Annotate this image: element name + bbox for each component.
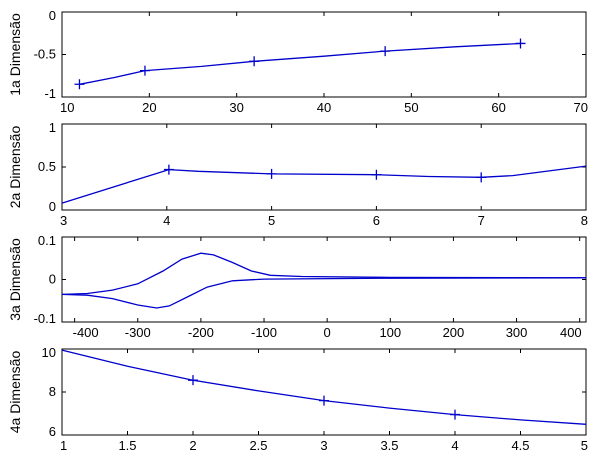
x-tick-label: 3: [60, 213, 67, 228]
series-line-1: [61, 252, 587, 296]
x-tick-label: 3: [320, 438, 327, 453]
x-tick-label: -200: [188, 325, 214, 340]
y-tick-label: -0.5: [34, 47, 56, 62]
data-point-marker: [74, 79, 85, 90]
y-tick-label: 0.1: [38, 233, 56, 248]
x-tick-label: 1: [60, 438, 67, 453]
axes-frame: [61, 123, 587, 211]
panel-1: 10 20 30 40 50 60 70 -1 -0.5 0 1a Dimensão: [7, 8, 588, 115]
x-tick-label: 70: [574, 100, 588, 115]
x-tick-label: 10: [60, 100, 74, 115]
x-tick-label: 300: [506, 325, 528, 340]
y-axis-label: 2a Dimensão: [7, 126, 23, 209]
y-tick-label: 0.5: [38, 159, 56, 174]
axes-frame: [61, 11, 587, 98]
y-tick-label: 6: [49, 424, 56, 439]
y-tick-label: -1: [44, 86, 56, 101]
x-tick-label: 50: [404, 100, 418, 115]
axes-frame: [61, 236, 587, 323]
x-tick-label: -400: [73, 325, 99, 340]
x-tick-label: 4: [451, 438, 458, 453]
series-line-2: [61, 277, 587, 309]
y-tick-label: 0: [49, 199, 56, 214]
x-tick-label: 5: [581, 438, 588, 453]
series-line-1: [79, 42, 521, 85]
y-axis-label: 1a Dimensão: [7, 13, 23, 96]
x-tick-label: 20: [142, 100, 156, 115]
x-tick-label: 5: [268, 213, 275, 228]
data-point-marker: [450, 409, 460, 420]
data-point-marker: [515, 38, 526, 49]
y-tick-label: 1: [49, 120, 56, 135]
y-tick-label: 10: [42, 345, 56, 360]
y-tick-label: 0: [49, 272, 56, 287]
data-point-marker: [266, 168, 277, 179]
panel-4: 1 1.5 2 2.5 3 3.5 4 4.5 5 6 8 10 4a Dimensão: [7, 345, 588, 453]
x-tick-label: 100: [379, 325, 401, 340]
x-tick-label: 4.5: [511, 438, 529, 453]
panel-2: 3 4 5 6 7 8 0 0.5 1 2a Dimensão: [7, 120, 588, 228]
x-tick-label: 200: [443, 325, 465, 340]
data-point-marker: [249, 56, 260, 67]
x-tick-label: 30: [229, 100, 243, 115]
x-tick-label: 2: [189, 438, 196, 453]
y-axis-label: 4a Dimensão: [7, 351, 23, 434]
data-point-marker: [380, 46, 391, 57]
x-tick-label: 4: [163, 213, 170, 228]
x-tick-label: 3.5: [380, 438, 398, 453]
series-line-1: [61, 349, 587, 425]
x-tick-label: 40: [317, 100, 331, 115]
x-tick-label: 7: [478, 213, 485, 228]
data-point-marker: [188, 375, 198, 386]
x-tick-label: 8: [581, 213, 588, 228]
y-tick-label: 0: [49, 8, 56, 23]
x-tick-label: 1.5: [118, 438, 136, 453]
data-point-marker: [163, 164, 174, 175]
axes-frame: [61, 348, 587, 436]
y-axis-label: 3a Dimensão: [7, 238, 23, 321]
data-point-marker: [319, 395, 329, 406]
y-tick-label: 8: [49, 384, 56, 399]
panel-3: -400 -300 -200 -100 0 100 200 300 400 -0.1 0 0.1 3a …: [7, 233, 587, 340]
x-tick-label: 6: [373, 213, 380, 228]
data-point-marker: [476, 172, 487, 183]
x-tick-label: 2.5: [249, 438, 267, 453]
x-tick-label: 0: [324, 325, 331, 340]
data-point-marker: [371, 169, 382, 180]
x-tick-label: -100: [251, 325, 277, 340]
x-tick-label: -300: [125, 325, 151, 340]
series-line-1: [61, 165, 587, 204]
x-tick-label: 60: [491, 100, 505, 115]
x-tick-label: 400: [560, 325, 582, 340]
y-tick-label: -0.1: [34, 311, 56, 326]
data-point-marker: [139, 65, 150, 76]
